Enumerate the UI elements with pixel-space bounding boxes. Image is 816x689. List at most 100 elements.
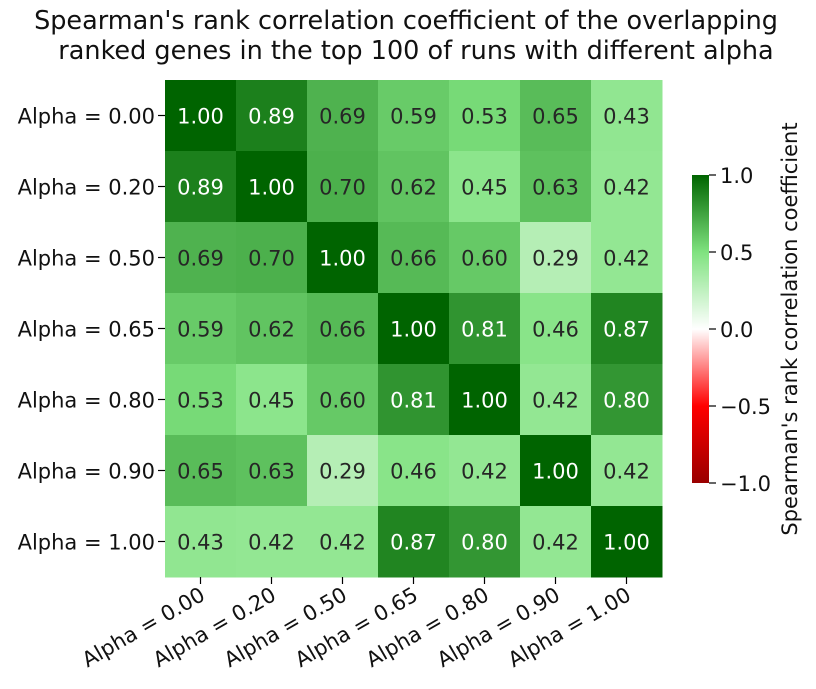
heatmap-cell-r6-c2	[307, 506, 379, 578]
cell-value-label: 0.81	[461, 318, 508, 342]
heatmap-cell-r3-c6	[591, 293, 663, 365]
cell-value-label: 0.46	[532, 318, 579, 342]
cell-value-label: 1.00	[319, 247, 366, 271]
colorbar-tick-label: −1.0	[720, 472, 771, 496]
cell-value-label: 0.63	[248, 460, 295, 484]
cell-value-label: 1.00	[603, 531, 650, 555]
heatmap-cell-r5-c5	[520, 435, 592, 507]
cell-value-label: 0.53	[177, 389, 224, 413]
heatmap-cell-r5-c2	[307, 435, 379, 507]
heatmap-cell-r0-c3	[378, 80, 450, 152]
cell-value-label: 0.60	[319, 389, 366, 413]
cell-value-label: 0.69	[177, 247, 224, 271]
heatmap-cell-r0-c4	[449, 80, 521, 152]
heatmap-cell-r3-c2	[307, 293, 379, 365]
heatmap-cell-r3-c1	[236, 293, 308, 365]
heatmap-cell-r1-c1	[236, 151, 308, 223]
y-tick-label: Alpha = 0.80	[18, 389, 155, 413]
heatmap-cell-r5-c3	[378, 435, 450, 507]
cell-value-label: 0.70	[248, 247, 295, 271]
cell-value-label: 0.70	[319, 176, 366, 200]
heatmap-cell-r4-c5	[520, 364, 592, 436]
heatmap-cell-r6-c3	[378, 506, 450, 578]
cell-value-label: 0.42	[532, 531, 579, 555]
cell-value-label: 0.42	[248, 531, 295, 555]
heatmap-cell-r5-c0	[165, 435, 237, 507]
cell-value-label: 1.00	[390, 318, 437, 342]
heatmap-cell-r5-c1	[236, 435, 308, 507]
heatmap-cell-r0-c0	[165, 80, 237, 152]
chart-title-line-1: Spearman's rank correlation coefficient …	[34, 6, 778, 36]
cell-value-label: 1.00	[532, 460, 579, 484]
cell-value-label: 0.87	[603, 318, 650, 342]
heatmap-cell-r6-c1	[236, 506, 308, 578]
heatmap-cell-r4-c0	[165, 364, 237, 436]
heatmap-cell-r5-c6	[591, 435, 663, 507]
colorbar-tick-label: 1.0	[720, 164, 753, 188]
heatmap-cell-r2-c2	[307, 222, 379, 294]
heatmap-cell-r4-c2	[307, 364, 379, 436]
heatmap-cell-r2-c5	[520, 222, 592, 294]
heatmap-cell-r0-c2	[307, 80, 379, 152]
heatmap-cell-r1-c2	[307, 151, 379, 223]
cell-value-label: 0.42	[461, 460, 508, 484]
heatmap-cell-r2-c0	[165, 222, 237, 294]
y-tick-label: Alpha = 1.00	[18, 531, 155, 555]
cell-value-label: 1.00	[248, 176, 295, 200]
heatmap-cell-r3-c0	[165, 293, 237, 365]
cell-value-label: 0.59	[177, 318, 224, 342]
heatmap-cell-r1-c4	[449, 151, 521, 223]
colorbar-tick-label: 0.5	[720, 241, 753, 265]
heatmap-cell-r0-c6	[591, 80, 663, 152]
colorbar-gradient	[692, 175, 709, 483]
heatmap-cell-r3-c4	[449, 293, 521, 365]
heatmap-cell-labels: 1.00 0.89 0.69 0.59 0.53 0.65 0.43 0.89 1.00 0.70…	[177, 105, 650, 555]
heatmap-cell-r2-c6	[591, 222, 663, 294]
cell-value-label: 0.66	[390, 247, 437, 271]
cell-value-label: 0.89	[248, 105, 295, 129]
cell-value-label: 0.63	[532, 176, 579, 200]
chart-title-line-2: ranked genes in the top 100 of runs with…	[58, 36, 774, 66]
cell-value-label: 0.59	[390, 105, 437, 129]
cell-value-label: 0.43	[603, 105, 650, 129]
cell-value-label: 0.29	[532, 247, 579, 271]
heatmap-cell-r6-c5	[520, 506, 592, 578]
heatmap-cell-r3-c5	[520, 293, 592, 365]
cell-value-label: 0.80	[461, 531, 508, 555]
y-axis: Alpha = 0.00 Alpha = 0.20 Alpha = 0.50 Alph…	[18, 105, 165, 555]
x-tick-label: Alpha = 1.00	[504, 583, 635, 672]
heatmap-cell-r6-c6	[591, 506, 663, 578]
cell-value-label: 0.45	[461, 176, 508, 200]
cell-value-label: 0.62	[390, 176, 437, 200]
cell-value-label: 0.87	[390, 531, 437, 555]
cell-value-label: 0.81	[390, 389, 437, 413]
cell-value-label: 1.00	[177, 105, 224, 129]
heatmap-cell-r2-c1	[236, 222, 308, 294]
heatmap-cell-r0-c1	[236, 80, 308, 152]
heatmap-cell-r0-c5	[520, 80, 592, 152]
cell-value-label: 0.29	[319, 460, 366, 484]
y-tick-label: Alpha = 0.90	[18, 460, 155, 484]
cell-value-label: 0.42	[603, 176, 650, 200]
cell-value-label: 0.42	[319, 531, 366, 555]
cell-value-label: 0.45	[248, 389, 295, 413]
heatmap-cell-r6-c4	[449, 506, 521, 578]
heatmap-cell-r1-c5	[520, 151, 592, 223]
colorbar: 1.0 0.5 0.0 −0.5 −1.0 Spearman's rank correla…	[692, 122, 802, 536]
cell-value-label: 0.53	[461, 105, 508, 129]
cell-value-label: 0.42	[532, 389, 579, 413]
cell-value-label: 0.69	[319, 105, 366, 129]
cell-value-label: 0.43	[177, 531, 224, 555]
heatmap-cell-r4-c6	[591, 364, 663, 436]
heatmap-cell-r2-c3	[378, 222, 450, 294]
heatmap-cell-r6-c0	[165, 506, 237, 578]
cell-value-label: 0.66	[319, 318, 366, 342]
cell-value-label: 0.42	[603, 247, 650, 271]
cell-value-label: 0.62	[248, 318, 295, 342]
cell-value-label: 1.00	[461, 389, 508, 413]
cell-value-label: 0.60	[461, 247, 508, 271]
cell-value-label: 0.65	[532, 105, 579, 129]
